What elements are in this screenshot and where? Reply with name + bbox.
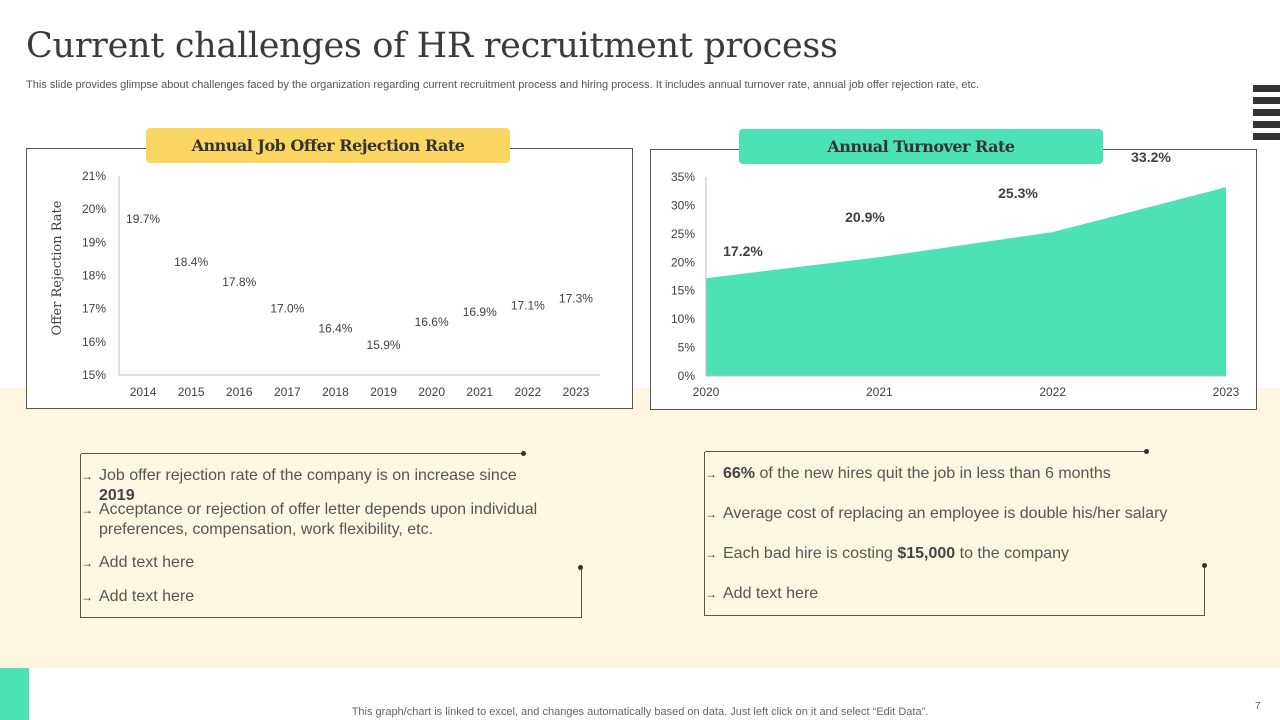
y-tick-label: 16%	[82, 335, 106, 349]
y-tick-label: 18%	[82, 269, 106, 283]
corner-accent	[0, 668, 29, 720]
data-label: 33.2%	[1131, 149, 1171, 165]
y-tick-label: 19%	[82, 235, 106, 249]
box-top-line	[81, 453, 524, 454]
y-tick-label: 0%	[678, 369, 696, 383]
y-tick-label: 35%	[671, 170, 695, 184]
list-item: → Add text here	[705, 585, 819, 602]
y-tick-label: 25%	[671, 227, 695, 241]
x-tick-label: 2020	[418, 385, 445, 399]
area-series-fill	[706, 187, 1226, 376]
connector-dot	[1202, 563, 1207, 568]
footer-note: This graph/chart is linked to excel, and…	[351, 706, 929, 718]
y-tick-label: 5%	[678, 341, 696, 355]
data-label: 25.3%	[998, 185, 1038, 201]
list-item: → Acceptance or rejection of offer lette…	[81, 501, 538, 538]
page-title: Current challenges of HR recruitment pro…	[26, 26, 838, 66]
data-label: 16.9%	[463, 305, 497, 319]
arrow-icon: →	[81, 503, 93, 517]
menu-icon[interactable]	[1253, 85, 1280, 145]
y-tick-label: 15%	[671, 284, 695, 298]
x-tick-label: 2021	[466, 385, 493, 399]
x-tick-label: 2023	[563, 385, 590, 399]
rejection-rate-chart-panel	[26, 148, 633, 409]
box-right-line	[581, 568, 582, 617]
y-tick-label: 15%	[82, 368, 106, 382]
box-right-line	[1204, 566, 1205, 615]
data-label: 17.1%	[511, 298, 545, 312]
x-tick-label: 2019	[370, 385, 397, 399]
list-item: → Average cost of replacing an employee …	[705, 505, 1168, 522]
x-tick-label: 2015	[178, 385, 205, 399]
x-tick-label: 2020	[693, 385, 720, 399]
data-label: 16.4%	[318, 322, 352, 336]
arrow-icon: →	[81, 590, 93, 604]
x-tick-label: 2023	[1213, 385, 1240, 399]
data-label: 19.7%	[126, 212, 160, 226]
data-label: 17.2%	[723, 243, 763, 259]
y-tick-label: 20%	[671, 255, 695, 269]
x-tick-label: 2014	[130, 385, 157, 399]
x-tick-label: 2017	[274, 385, 301, 399]
arrow-icon: →	[705, 467, 717, 481]
y-tick-label: 30%	[671, 198, 695, 212]
y-tick-label: 10%	[671, 312, 695, 326]
data-label: 17.0%	[270, 302, 304, 316]
x-tick-label: 2022	[1039, 385, 1066, 399]
rejection-rate-chart-title: Annual Job Offer Rejection Rate	[146, 128, 510, 163]
arrow-icon: →	[81, 556, 93, 570]
turnover-rate-chart-title: Annual Turnover Rate	[739, 129, 1103, 164]
y-tick-label: 17%	[82, 302, 106, 316]
arrow-icon: →	[705, 507, 717, 521]
x-tick-label: 2021	[866, 385, 893, 399]
list-item: → 66% of the new hires quit the job in l…	[705, 465, 1111, 482]
box-top-line	[705, 451, 1147, 452]
data-label: 18.4%	[174, 255, 208, 269]
arrow-icon: →	[705, 547, 717, 561]
page-number: 7	[1255, 701, 1261, 712]
connector-dot	[1144, 449, 1149, 454]
list-item: → Each bad hire is costing $15,000 to th…	[705, 545, 1070, 562]
list-item: → Add text here	[81, 588, 195, 605]
y-axis-title: Offer Rejection Rate	[50, 200, 65, 335]
data-label: 15.9%	[367, 338, 401, 352]
data-label: 16.6%	[415, 315, 449, 329]
page-subtitle: This slide provides glimpse about challe…	[26, 79, 980, 91]
arrow-icon: →	[81, 469, 93, 483]
background-band	[0, 388, 1280, 668]
list-item: → Add text here	[81, 554, 195, 571]
arrow-icon: →	[705, 587, 717, 601]
data-label: 17.8%	[222, 275, 256, 289]
list-item: → Job offer rejection rate of the compan…	[81, 467, 517, 504]
x-tick-label: 2018	[322, 385, 349, 399]
y-tick-label: 21%	[82, 169, 106, 183]
x-tick-label: 2022	[514, 385, 541, 399]
rejection-insights-box: → Job offer rejection rate of the compan…	[80, 451, 583, 618]
data-label: 17.3%	[559, 292, 593, 306]
connector-dot	[578, 565, 583, 570]
turnover-insights-box: → 66% of the new hires quit the job in l…	[704, 449, 1207, 616]
y-tick-label: 20%	[82, 202, 106, 216]
data-label: 20.9%	[845, 209, 885, 225]
x-tick-label: 2016	[226, 385, 253, 399]
connector-dot	[521, 451, 526, 456]
